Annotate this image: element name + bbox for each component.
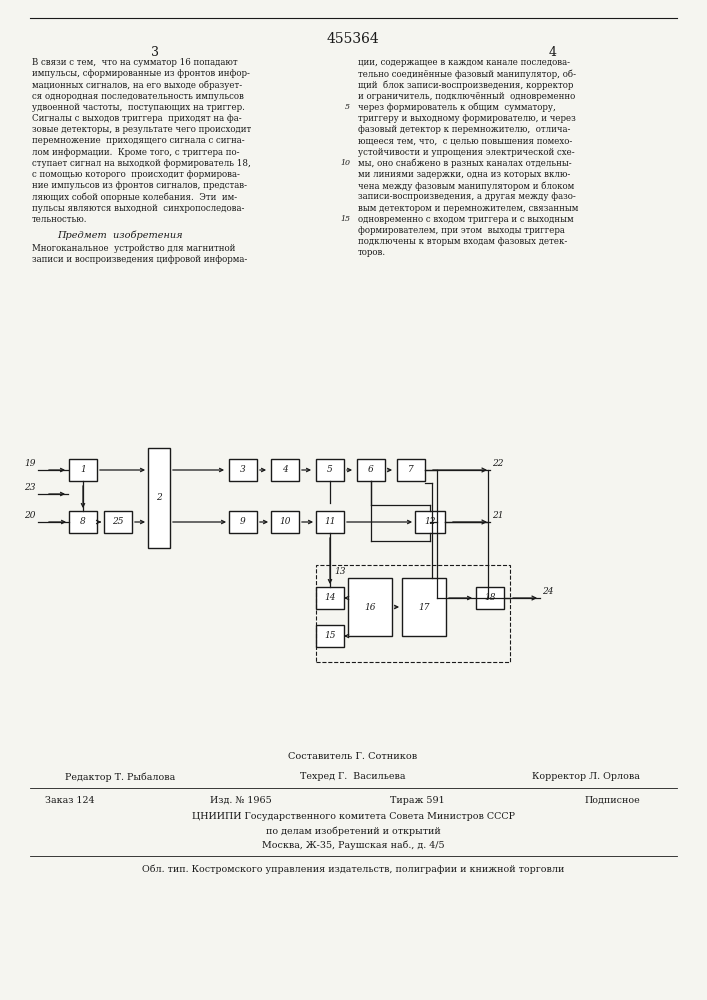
Bar [316, 511, 344, 533]
Text: 10: 10 [340, 159, 350, 167]
Text: зовые детекторы, в результате чего происходит: зовые детекторы, в результате чего проис… [32, 125, 251, 134]
Text: 11: 11 [325, 518, 336, 526]
Bar [415, 511, 445, 533]
Text: 9: 9 [240, 518, 246, 526]
Text: лом информации.  Кроме того, с триггера по-: лом информации. Кроме того, с триггера п… [32, 148, 240, 157]
Text: 13: 13 [334, 567, 346, 576]
Text: тельно соединённые фазовый манипулятор, об-: тельно соединённые фазовый манипулятор, … [358, 69, 576, 79]
Bar [476, 587, 504, 609]
Text: ляющих собой опорные колебания.  Эти  им-: ляющих собой опорные колебания. Эти им- [32, 192, 237, 202]
Text: 15: 15 [340, 215, 350, 223]
Text: 20: 20 [25, 511, 36, 520]
Bar [229, 459, 257, 481]
Bar [69, 459, 97, 481]
Text: ступает сигнал на выходкой формирователь 18,: ступает сигнал на выходкой формирователь… [32, 159, 251, 168]
Text: Предмет  изобретения: Предмет изобретения [57, 230, 183, 239]
Text: Тираж 591: Тираж 591 [390, 796, 445, 805]
Text: 16: 16 [364, 602, 375, 611]
Text: триггеру и выходному формирователю, и через: триггеру и выходному формирователю, и че… [358, 114, 575, 123]
Text: Обл. тип. Костромского управления издательств, полиграфии и книжной торговли: Обл. тип. Костромского управления издате… [142, 864, 564, 874]
Text: ЦНИИПИ Государственного комитета Совета Министров СССР: ЦНИИПИ Государственного комитета Совета … [192, 812, 515, 821]
Bar [148, 448, 170, 548]
Text: В связи с тем,  что на сумматор 16 попадают: В связи с тем, что на сумматор 16 попада… [32, 58, 238, 67]
Bar [316, 625, 344, 647]
Text: 15: 15 [325, 632, 336, 641]
Text: 4: 4 [549, 46, 557, 59]
Text: Корректор Л. Орлова: Корректор Л. Орлова [532, 772, 640, 781]
Text: вым детектором и перемножителем, связанным: вым детектором и перемножителем, связанн… [358, 204, 578, 213]
Text: мы, оно снабжено в разных каналах отдельны-: мы, оно снабжено в разных каналах отдель… [358, 159, 572, 168]
Text: 12: 12 [424, 518, 436, 526]
Text: одновременно с входом триггера и с выходным: одновременно с входом триггера и с выход… [358, 215, 573, 224]
Text: подключены к вторым входам фазовых детек-: подключены к вторым входам фазовых детек… [358, 237, 567, 246]
Bar [397, 459, 425, 481]
Text: 5: 5 [327, 466, 333, 475]
Text: перемножение  приходящего сигнала с сигна-: перемножение приходящего сигнала с сигна… [32, 136, 245, 145]
Text: 10: 10 [279, 518, 291, 526]
Text: Заказ 124: Заказ 124 [45, 796, 95, 805]
Text: 18: 18 [484, 593, 496, 602]
Text: 24: 24 [542, 587, 554, 596]
Text: формирователем, при этом  выходы триггера: формирователем, при этом выходы триггера [358, 226, 565, 235]
Text: 19: 19 [25, 459, 36, 468]
Text: тельностью.: тельностью. [32, 215, 88, 224]
Bar [316, 565, 510, 662]
Text: торов.: торов. [358, 248, 386, 257]
Text: щий  блок записи-воспроизведения, корректор: щий блок записи-воспроизведения, коррект… [358, 80, 573, 90]
Text: импульсы, сформированные из фронтов инфор-: импульсы, сформированные из фронтов инфо… [32, 69, 250, 78]
Text: чена между фазовым манипулятором и блоком: чена между фазовым манипулятором и блоко… [358, 181, 574, 191]
Text: 17: 17 [419, 602, 430, 611]
Text: 7: 7 [408, 466, 414, 475]
Text: Многоканальное  устройство для магнитной: Многоканальное устройство для магнитной [32, 244, 235, 253]
Bar [229, 511, 257, 533]
Text: пульсы являются выходной  синхропоследова-: пульсы являются выходной синхропоследова… [32, 204, 245, 213]
Text: 1: 1 [80, 466, 86, 475]
Bar [316, 459, 344, 481]
Text: 22: 22 [492, 459, 503, 468]
Text: Москва, Ж-35, Раушская наб., д. 4/5: Москва, Ж-35, Раушская наб., д. 4/5 [262, 840, 444, 850]
Text: Подписное: Подписное [584, 796, 640, 805]
Text: устойчивости и упрощения электрической схе-: устойчивости и упрощения электрической с… [358, 148, 575, 157]
Text: 6: 6 [368, 466, 374, 475]
Bar [402, 578, 446, 636]
Text: 14: 14 [325, 593, 336, 602]
Text: 3: 3 [151, 46, 159, 59]
Text: 21: 21 [492, 511, 503, 520]
Text: 2: 2 [156, 493, 162, 502]
Text: записи-воспроизведения, а другая между фазо-: записи-воспроизведения, а другая между ф… [358, 192, 575, 201]
Text: записи и воспроизведения цифровой информа-: записи и воспроизведения цифровой информ… [32, 255, 247, 264]
Bar [104, 511, 132, 533]
Text: по делам изобретений и открытий: по делам изобретений и открытий [266, 826, 440, 836]
Bar [348, 578, 392, 636]
Text: 4: 4 [282, 466, 288, 475]
Text: 5: 5 [345, 103, 350, 111]
Text: удвоенной частоты,  поступающих на триггер.: удвоенной частоты, поступающих на тригге… [32, 103, 245, 112]
Text: Техред Г.  Васильева: Техред Г. Васильева [300, 772, 406, 781]
Text: 455364: 455364 [327, 32, 380, 46]
Text: ми линиями задержки, одна из которых вклю-: ми линиями задержки, одна из которых вкл… [358, 170, 571, 179]
Text: ющееся тем, что,  с целью повышения помехо-: ющееся тем, что, с целью повышения помех… [358, 136, 572, 145]
Text: 23: 23 [25, 483, 36, 492]
Text: 8: 8 [80, 518, 86, 526]
Text: через формирователь к общим  сумматору,: через формирователь к общим сумматору, [358, 103, 556, 112]
Bar [69, 511, 97, 533]
Text: ся однородная последовательность импульсов: ся однородная последовательность импульс… [32, 92, 244, 101]
Text: ции, содержащее в каждом канале последова-: ции, содержащее в каждом канале последов… [358, 58, 570, 67]
Text: Сигналы с выходов триггера  приходят на фа-: Сигналы с выходов триггера приходят на ф… [32, 114, 242, 123]
Text: и ограничитель, подключённый  одновременно: и ограничитель, подключённый одновременн… [358, 92, 575, 101]
Bar [316, 587, 344, 609]
Text: Составитель Г. Сотников: Составитель Г. Сотников [288, 752, 418, 761]
Text: с помощью которого  происходит формирова-: с помощью которого происходит формирова- [32, 170, 240, 179]
Text: фазовый детектор к перемножителю,  отлича-: фазовый детектор к перемножителю, отлича… [358, 125, 571, 134]
Text: Изд. № 1965: Изд. № 1965 [210, 796, 271, 805]
Text: ние импульсов из фронтов сигналов, представ-: ние импульсов из фронтов сигналов, предс… [32, 181, 247, 190]
Text: 3: 3 [240, 466, 246, 475]
Text: 25: 25 [112, 518, 124, 526]
Bar [271, 459, 299, 481]
Text: мационных сигналов, на его выходе образует-: мационных сигналов, на его выходе образу… [32, 80, 242, 90]
Bar [357, 459, 385, 481]
Text: Редактор Т. Рыбалова: Редактор Т. Рыбалова [65, 772, 175, 782]
Bar [271, 511, 299, 533]
